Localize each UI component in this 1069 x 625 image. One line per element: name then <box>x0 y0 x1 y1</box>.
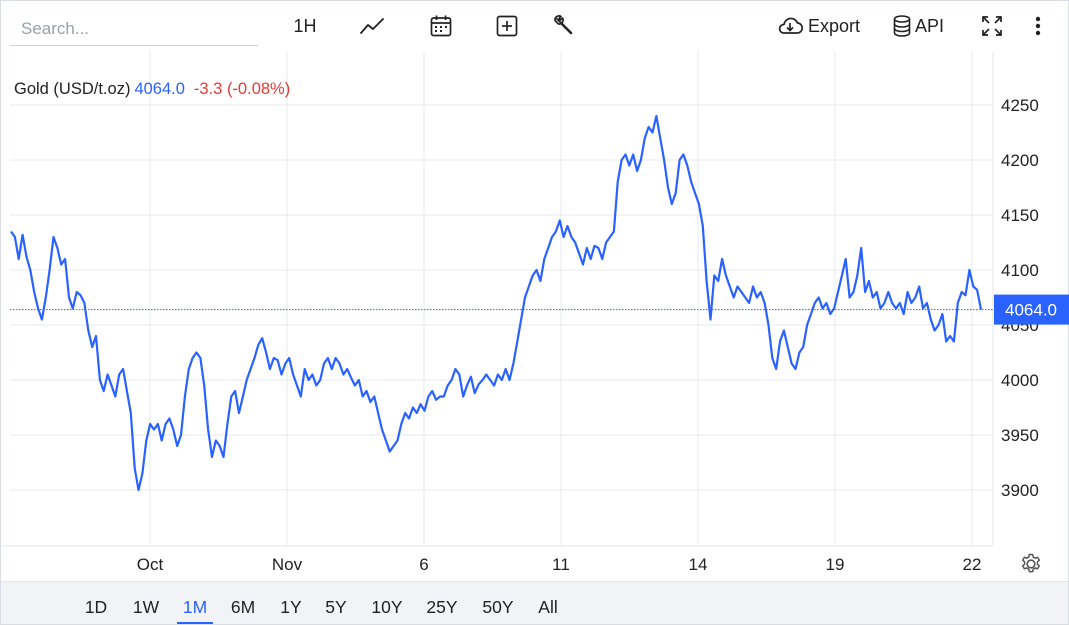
add-box-icon <box>496 15 518 37</box>
range-button-6m[interactable]: 6M <box>230 597 256 617</box>
legend-change: -3.3 (-0.08%) <box>193 80 291 98</box>
last-price-badge <box>994 294 1069 325</box>
fullscreen-icon <box>982 16 1002 36</box>
more-vertical-icon <box>1035 16 1041 36</box>
line-chart-icon <box>360 18 384 34</box>
y-tick-label: 4250 <box>1001 96 1039 115</box>
interval-button[interactable]: 1H <box>287 10 323 42</box>
x-tick-label: 6 <box>419 555 428 574</box>
legend-symbol: Gold (USD/t.oz) <box>14 80 131 98</box>
x-tick-label: 14 <box>689 555 708 574</box>
compare-button[interactable] <box>492 10 522 42</box>
range-button-5y[interactable]: 5Y <box>325 597 347 617</box>
range-button-1d[interactable]: 1D <box>84 597 108 617</box>
search-input[interactable] <box>10 12 258 46</box>
chart-area[interactable]: 3900 3950 4000 4050 4100 4150 4200 4250 Oct Nov 6 1… <box>0 52 1069 580</box>
x-tick-label: Nov <box>272 555 303 574</box>
wrench-icon <box>554 15 573 35</box>
range-selector: 1D 1W 1M 6M 1Y 5Y 10Y 25Y 50Y All <box>1 581 1068 624</box>
last-price-badge-label: 4064.0 <box>1005 301 1057 320</box>
interval-label: 1H <box>293 15 317 36</box>
settings-gear-icon[interactable] <box>1019 552 1043 576</box>
date-range-button[interactable] <box>426 10 456 42</box>
y-tick-label: 3900 <box>1001 481 1039 500</box>
x-tick-label: Oct <box>137 555 164 574</box>
export-button[interactable]: Export <box>776 10 868 42</box>
y-tick-label: 4000 <box>1001 371 1039 390</box>
range-button-1w[interactable]: 1W <box>132 597 160 617</box>
legend-last-price: 4064.0 <box>134 80 185 98</box>
y-tick-label: 4100 <box>1001 261 1039 280</box>
chart-legend: Gold (USD/t.oz) 4064.0 -3.3 (-0.08%) <box>14 80 290 99</box>
y-tick-label: 4150 <box>1001 206 1039 225</box>
y-tick-label: 3950 <box>1001 426 1039 445</box>
range-button-1y[interactable]: 1Y <box>280 597 302 617</box>
chart-type-button[interactable] <box>356 10 388 42</box>
api-button[interactable]: API <box>892 10 950 42</box>
price-series-line <box>10 114 983 492</box>
range-button-50y[interactable]: 50Y <box>482 597 514 617</box>
x-tick-label: 22 <box>963 555 982 574</box>
api-label: API <box>915 15 945 36</box>
range-button-10y[interactable]: 10Y <box>371 597 403 617</box>
indicators-button[interactable] <box>550 10 578 42</box>
toolbar: 1H Exp <box>0 0 1069 52</box>
x-tick-label: 19 <box>826 555 845 574</box>
calendar-icon <box>430 15 452 37</box>
y-tick-label: 4200 <box>1001 151 1039 170</box>
x-tick-label: 11 <box>552 555 570 574</box>
export-label: Export <box>808 15 861 36</box>
range-button-all[interactable]: All <box>538 597 558 617</box>
range-button-25y[interactable]: 25Y <box>426 597 458 617</box>
database-icon <box>893 15 911 37</box>
range-button-1m[interactable]: 1M <box>177 582 213 624</box>
cloud-download-icon <box>778 17 804 34</box>
more-menu-button[interactable] <box>1026 10 1050 42</box>
fullscreen-button[interactable] <box>977 10 1007 42</box>
